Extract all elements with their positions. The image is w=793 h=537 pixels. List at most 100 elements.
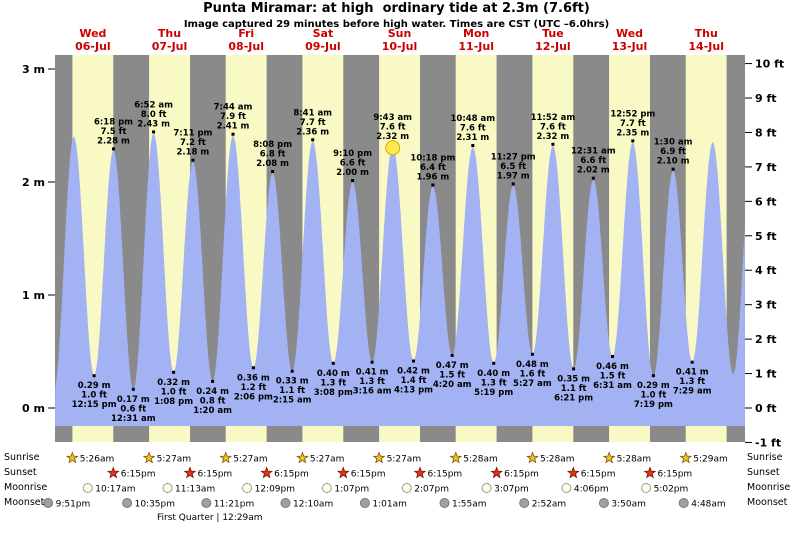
sunrise-star-icon	[449, 451, 463, 464]
low-tide-annotation: 0.42 m1.4 ft4:13 pm	[394, 359, 433, 396]
day-weekday-label: Sun	[388, 27, 412, 40]
astro-time-label: 4:06pm	[574, 485, 609, 495]
tide-annotation-line: 6.8 ft	[260, 150, 286, 160]
tide-annotation-line: 1.1 ft	[279, 386, 305, 396]
high-tide-annotation: 12:31 am6.6 ft2.02 m	[571, 147, 616, 180]
astro-time-label: 12:10am	[293, 500, 333, 510]
high-tide-annotation: 10:48 am7.6 ft2.31 m	[450, 114, 495, 147]
astro-entry: 5:27am	[142, 451, 191, 465]
day-date-label: 08-Jul	[228, 40, 264, 53]
tide-annotation-line: 0.29 m	[637, 381, 670, 391]
tide-annotation-line: 8:08 pm	[253, 140, 292, 150]
tide-annotation-line: 10:48 am	[450, 114, 495, 124]
tide-annotation-line: 0.40 m	[477, 369, 510, 379]
tide-trough-dot	[211, 379, 215, 383]
moonset-row-label-left: Moonset	[4, 497, 45, 508]
astro-time-label: 6:15pm	[274, 470, 309, 480]
tide-peak-dot	[231, 132, 235, 136]
tide-annotation-line: 2:06 pm	[234, 392, 273, 402]
astro-time-label: 6:15pm	[504, 470, 539, 480]
sunset-star-icon	[336, 466, 350, 479]
sunset-row-label-right: Sunset	[747, 467, 780, 478]
sunrise-star-icon	[219, 451, 233, 464]
tide-peak-dot	[671, 167, 675, 171]
tide-annotation-line: 3:08 pm	[314, 388, 353, 398]
high-tide-annotation: 9:10 pm6.6 ft2.00 m	[333, 149, 372, 182]
tide-annotation-line: 2.18 m	[177, 148, 210, 158]
astro-entry: 5:28am	[526, 451, 575, 465]
tide-annotation-line: 9:10 pm	[333, 149, 372, 159]
tide-trough-dot	[412, 359, 415, 363]
tide-annotation-line: 6.4 ft	[420, 163, 446, 173]
day-date-label: 11-Jul	[458, 40, 494, 53]
moonset-circle-icon	[359, 498, 370, 508]
astro-time-label: 12:09pm	[255, 485, 295, 495]
tide-annotation-line: 7.7 ft	[620, 119, 646, 129]
tide-annotation-line: 0.46 m	[596, 362, 629, 372]
tide-annotation-line: 3:16 am	[353, 387, 392, 397]
tide-annotation-line: 2.35 m	[616, 128, 649, 138]
astro-entry: 4:06pm	[561, 483, 609, 495]
tide-annotation-line: 1.0 ft	[641, 391, 667, 401]
astro-time-label: 1:01am	[372, 500, 407, 510]
high-tide-annotation: 7:44 am7.9 ft2.41 m	[214, 103, 252, 136]
astro-entry: 2:52am	[519, 498, 566, 510]
high-tide-annotation: 12:52 pm7.7 ft2.35 m	[610, 109, 655, 143]
moonrise-circle-icon	[82, 483, 93, 493]
tide-annotation-line: 1.2 ft	[241, 383, 267, 393]
astro-time-label: 3:07pm	[494, 485, 529, 495]
tide-trough-dot	[251, 366, 255, 370]
sunset-star-icon	[566, 466, 580, 479]
astro-time-label: 5:28am	[463, 455, 498, 465]
day-weekday-label: Tue	[542, 27, 564, 40]
day-weekday-label: Mon	[463, 27, 489, 40]
astro-time-label: 6:15pm	[428, 470, 463, 480]
moonrise-row-label-right: Moonrise	[747, 482, 791, 493]
right-axis-tick-label: 3 ft	[755, 299, 777, 312]
astro-entry: 9:51pm	[43, 498, 90, 510]
tide-annotation-line: 12:31 am	[111, 414, 156, 424]
astro-entry: 5:26am	[66, 451, 114, 465]
astro-time-label: 5:27am	[310, 455, 345, 465]
sunset-star-icon	[260, 466, 273, 479]
sunset-star-icon	[106, 466, 120, 479]
moonset-circle-icon	[519, 498, 530, 508]
high-tide-annotation: 6:52 am8.0 ft2.43 m	[134, 100, 173, 134]
astro-entry: 11:13am	[162, 483, 215, 495]
tide-annotation-line: 2.02 m	[577, 166, 610, 176]
astro-entry: 3:07pm	[481, 483, 529, 495]
moonset-circle-icon	[280, 498, 291, 508]
tide-annotation-line: 7.6 ft	[540, 122, 566, 132]
astro-entry: 12:09pm	[242, 483, 295, 495]
sunrise-star-icon	[66, 451, 79, 464]
sunset-star-icon	[643, 466, 657, 479]
moonrise-row-label-left: Moonrise	[4, 482, 48, 493]
tide-annotation-line: 7.5 ft	[101, 127, 127, 137]
tide-trough-dot	[290, 369, 294, 373]
moon-phase-footnote: First Quarter | 12:29am	[157, 513, 263, 523]
left-axis-tick-label: 0 m	[22, 402, 45, 415]
tide-annotation-line: 2.32 m	[376, 132, 409, 142]
astro-entry: 5:28am	[602, 451, 651, 465]
right-axis-tick-label: 2 ft	[755, 333, 777, 346]
astro-entry: 6:15pm	[106, 466, 156, 480]
low-tide-annotation: 0.40 m1.3 ft5:19 pm	[474, 361, 513, 398]
right-axis-tick-label: 1 ft	[755, 368, 777, 381]
day-weekday-label: Thu	[695, 27, 718, 40]
astro-time-label: 1:55am	[452, 500, 487, 510]
astro-time-label: 1:07pm	[334, 485, 369, 495]
astro-time-label: 10:17am	[95, 485, 135, 495]
tide-annotation-line: 11:27 pm	[491, 152, 536, 162]
tide-annotation-line: 0.40 m	[317, 369, 350, 379]
day-date-label: 12-Jul	[535, 40, 571, 53]
astro-time-label: 5:02pm	[654, 485, 689, 495]
tide-annotation-line: 12:31 am	[571, 147, 616, 157]
moonrise-circle-icon	[321, 483, 332, 493]
tide-annotation-line: 6.9 ft	[660, 147, 686, 157]
tide-annotation-line: 0.41 m	[676, 368, 709, 378]
moonset-circle-icon	[598, 498, 609, 508]
tide-annotation-line: 2:15 am	[273, 396, 312, 406]
tide-annotation-line: 2.28 m	[97, 136, 130, 146]
